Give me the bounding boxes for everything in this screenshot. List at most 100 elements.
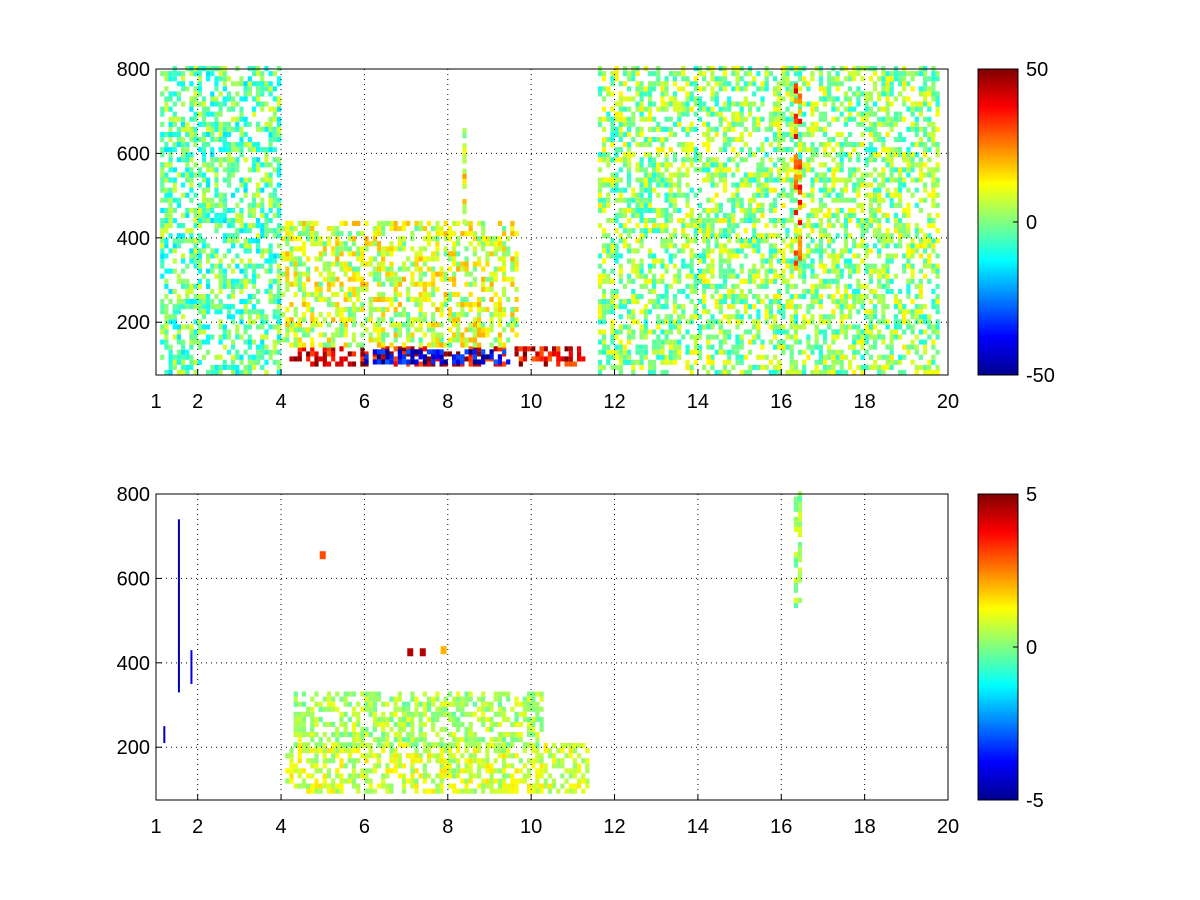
heatmap-cell xyxy=(889,121,894,127)
heatmap-cell xyxy=(772,218,778,224)
heatmap-cell xyxy=(747,197,753,203)
heatmap-cell xyxy=(647,228,653,234)
heatmap-cell xyxy=(164,218,169,224)
heatmap-cell xyxy=(610,349,615,355)
heatmap-cell xyxy=(160,71,165,77)
heatmap-cell xyxy=(297,351,302,357)
heatmap-cell xyxy=(339,346,344,352)
heatmap-cell xyxy=(197,71,202,77)
heatmap-cell xyxy=(664,304,669,310)
heatmap-cell xyxy=(839,248,844,254)
heatmap-cell xyxy=(777,126,782,132)
heatmap-cell xyxy=(752,218,757,224)
heatmap-cell xyxy=(235,121,240,127)
heatmap-cell xyxy=(764,268,769,274)
heatmap-cell xyxy=(756,294,761,300)
heatmap-cell xyxy=(735,334,740,340)
heatmap-cell xyxy=(247,319,252,325)
heatmap-cell xyxy=(197,344,202,350)
heatmap-cell xyxy=(276,283,282,289)
heatmap-cell xyxy=(360,361,365,367)
heatmap-cell xyxy=(923,76,928,82)
heatmap-cell xyxy=(239,106,244,112)
heatmap-cell xyxy=(439,266,444,272)
heatmap-cell xyxy=(831,253,836,259)
heatmap-cell xyxy=(597,187,603,193)
heatmap-cell xyxy=(326,281,332,287)
heatmap-cell xyxy=(802,147,807,153)
heatmap-cell xyxy=(664,268,669,274)
heatmap-cell xyxy=(268,71,273,77)
heatmap-cell xyxy=(639,273,644,279)
heatmap-cell xyxy=(452,312,457,318)
heatmap-cell xyxy=(839,167,844,173)
heatmap-cell xyxy=(848,96,853,102)
heatmap-cell xyxy=(902,319,907,325)
heatmap-cell xyxy=(606,177,611,183)
heatmap-cell xyxy=(472,276,477,282)
heatmap-cell xyxy=(514,251,519,257)
heatmap-cell xyxy=(218,157,223,163)
heatmap-cell xyxy=(693,192,698,198)
heatmap-cell xyxy=(656,76,661,82)
heatmap-cell xyxy=(793,364,798,370)
heatmap-cell xyxy=(881,71,886,77)
heatmap-cell xyxy=(810,126,815,132)
heatmap-cell xyxy=(839,294,844,300)
heatmap-cell xyxy=(560,356,565,362)
heatmap-cell xyxy=(664,126,669,132)
heatmap-cell xyxy=(360,261,365,267)
heatmap-cell xyxy=(268,248,273,254)
heatmap-cell xyxy=(622,207,628,213)
heatmap-cell xyxy=(197,167,202,173)
heatmap-cell xyxy=(652,258,657,264)
heatmap-cell xyxy=(706,359,711,365)
heatmap-cell xyxy=(672,278,678,284)
heatmap-cell xyxy=(722,314,728,320)
heatmap-cell xyxy=(231,126,236,132)
heatmap-cell xyxy=(201,329,207,335)
heatmap-cell xyxy=(293,342,298,348)
heatmap-cell xyxy=(797,118,803,124)
heatmap-cell xyxy=(189,81,194,87)
heatmap-cell xyxy=(660,294,665,300)
heatmap-cell xyxy=(764,137,769,143)
heatmap-cell xyxy=(597,207,603,213)
heatmap-cell xyxy=(652,157,657,163)
heatmap-cell xyxy=(297,261,302,267)
heatmap-cell xyxy=(418,291,423,297)
heatmap-cell xyxy=(326,271,332,277)
heatmap-cell xyxy=(256,162,261,168)
heatmap-cell xyxy=(756,283,761,289)
heatmap-cell xyxy=(331,351,336,357)
heatmap-cell xyxy=(839,304,844,310)
heatmap-cell xyxy=(868,319,873,325)
heatmap-cell xyxy=(268,192,273,198)
heatmap-cell xyxy=(735,354,740,360)
heatmap-cell xyxy=(735,238,740,244)
heatmap-cell xyxy=(218,268,223,274)
heatmap-cell xyxy=(276,228,282,234)
heatmap-cell xyxy=(718,263,723,269)
heatmap-cell xyxy=(510,327,515,333)
heatmap-cell xyxy=(251,273,257,279)
heatmap-cell xyxy=(439,332,444,338)
heatmap-cell xyxy=(410,346,415,352)
heatmap-cell xyxy=(731,349,736,355)
heatmap-cell xyxy=(768,233,773,239)
x-tick-label: 20 xyxy=(937,391,959,413)
heatmap-cell xyxy=(881,304,886,310)
heatmap-cell xyxy=(356,246,361,252)
heatmap-cell xyxy=(360,753,365,759)
heatmap-cell xyxy=(172,147,177,153)
heatmap-cell xyxy=(793,154,798,160)
heatmap-cell xyxy=(393,307,398,313)
heatmap-cell xyxy=(881,364,886,370)
heatmap-cell xyxy=(893,202,898,208)
heatmap-cell xyxy=(931,268,936,274)
heatmap-cell xyxy=(376,322,382,328)
heatmap-cell xyxy=(468,346,473,352)
y-tick-label: 200 xyxy=(117,312,150,334)
heatmap-cell xyxy=(806,344,811,350)
heatmap-cell xyxy=(239,359,244,365)
